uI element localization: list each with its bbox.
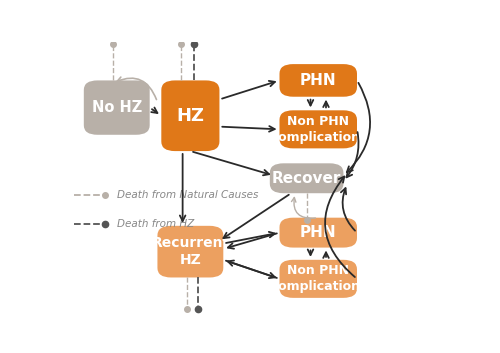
Text: HZ: HZ xyxy=(176,107,204,125)
FancyBboxPatch shape xyxy=(280,64,357,97)
Text: Recurrent
HZ: Recurrent HZ xyxy=(152,236,230,267)
Text: PHN: PHN xyxy=(300,73,337,88)
Text: Death from Natural Causes: Death from Natural Causes xyxy=(117,190,258,199)
Text: Recover: Recover xyxy=(272,171,342,186)
Text: Death from HZ: Death from HZ xyxy=(117,220,194,229)
FancyBboxPatch shape xyxy=(280,260,357,298)
FancyBboxPatch shape xyxy=(84,80,150,135)
Text: No HZ: No HZ xyxy=(92,100,142,115)
Text: Non PHN
Complications: Non PHN Complications xyxy=(269,115,368,144)
FancyBboxPatch shape xyxy=(280,218,357,247)
Text: Non PHN
Complications: Non PHN Complications xyxy=(269,264,368,293)
FancyBboxPatch shape xyxy=(158,226,224,277)
FancyBboxPatch shape xyxy=(280,110,357,148)
Text: PHN: PHN xyxy=(300,225,337,240)
FancyBboxPatch shape xyxy=(270,163,344,193)
FancyBboxPatch shape xyxy=(162,80,220,151)
